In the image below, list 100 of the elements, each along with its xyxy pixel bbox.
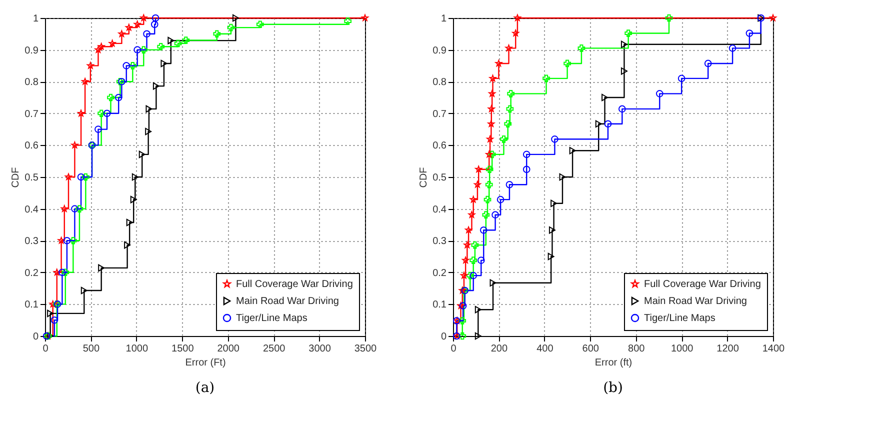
x-tick-label: 2500	[262, 344, 286, 354]
point	[126, 218, 133, 226]
point	[98, 264, 105, 272]
point	[470, 196, 477, 203]
point	[490, 279, 496, 287]
point	[114, 94, 122, 102]
text: (b)	[603, 380, 623, 396]
y-tick-label: 0.5	[24, 172, 39, 184]
point	[506, 105, 514, 113]
point	[569, 146, 576, 154]
point	[512, 30, 520, 36]
point	[492, 211, 499, 218]
y-tick-label: 0.4	[24, 204, 39, 216]
point	[71, 205, 78, 212]
y-tick-label: 0.2	[24, 268, 39, 279]
point	[76, 205, 84, 212]
point	[138, 150, 146, 158]
point	[182, 36, 190, 44]
point	[64, 173, 72, 180]
point	[769, 14, 777, 22]
point	[500, 135, 508, 143]
y-tick-label: 0.9	[24, 45, 39, 56]
point	[80, 286, 88, 294]
point	[103, 110, 111, 118]
point	[496, 196, 504, 204]
point	[361, 14, 369, 22]
point	[146, 105, 152, 113]
point	[488, 150, 496, 158]
x-tick-label: 400	[536, 344, 554, 354]
point	[458, 332, 466, 340]
point	[134, 46, 142, 54]
legend-label: Main Road War Driving	[236, 296, 339, 307]
point	[143, 30, 150, 38]
point	[488, 90, 496, 97]
legend-label: Tiger/Line Maps	[644, 313, 716, 324]
x-tick-label: 800	[628, 344, 646, 354]
point	[58, 268, 66, 276]
y-tick-label: 0.5	[432, 172, 447, 184]
point	[485, 180, 493, 188]
point	[129, 62, 136, 70]
point	[486, 135, 494, 142]
x-tick-label: 1000	[126, 344, 148, 354]
point	[174, 40, 182, 48]
x-tick-label: 0	[450, 344, 457, 354]
point	[728, 44, 736, 52]
point	[559, 173, 566, 181]
point	[94, 126, 102, 133]
legend-label: Tiger/Line Maps	[236, 313, 308, 324]
point	[550, 200, 558, 208]
point	[466, 272, 474, 280]
y-tick-label: 0.6	[432, 140, 447, 152]
point	[704, 60, 712, 68]
point	[620, 67, 628, 75]
point	[678, 74, 686, 82]
point	[482, 211, 490, 219]
point	[505, 44, 512, 52]
point	[168, 36, 174, 44]
point	[256, 20, 264, 28]
point	[578, 44, 586, 52]
point	[474, 306, 482, 314]
point	[602, 94, 608, 102]
text: (a)	[195, 380, 215, 396]
point	[78, 110, 85, 116]
point	[60, 205, 68, 212]
point	[564, 60, 571, 68]
point	[475, 166, 482, 172]
point	[464, 241, 471, 248]
point	[98, 42, 105, 50]
point	[47, 310, 54, 318]
point	[140, 46, 148, 54]
point	[522, 150, 530, 158]
point	[152, 14, 160, 22]
point	[470, 272, 478, 280]
point	[489, 74, 496, 82]
y-axis-title: CDF	[10, 167, 22, 188]
point	[522, 166, 530, 174]
x-axis-title: Error (Ft)	[185, 358, 226, 368]
point	[488, 120, 495, 127]
y-tick-label: 0.7	[432, 108, 447, 120]
x-tick-label: 3500	[354, 344, 378, 354]
point	[458, 317, 466, 324]
x-tick-label: 0	[42, 344, 49, 354]
y-tick-label: 0.6	[24, 140, 39, 152]
point	[107, 94, 114, 102]
point	[152, 82, 160, 90]
y-tick-label: 1	[440, 14, 447, 24]
point	[548, 226, 556, 234]
point	[125, 24, 132, 31]
y-axis-title: CDF	[418, 167, 430, 188]
point	[595, 120, 602, 128]
legend-label: Main Road War Driving	[644, 296, 747, 307]
point	[344, 18, 352, 25]
point	[484, 196, 492, 204]
point	[618, 105, 626, 113]
point	[49, 300, 56, 308]
point	[122, 62, 130, 70]
x-tick-label: 2000	[217, 344, 240, 354]
y-tick-label: 0.8	[24, 77, 39, 88]
point	[624, 30, 632, 37]
y-tick-label: 0.1	[432, 300, 447, 311]
